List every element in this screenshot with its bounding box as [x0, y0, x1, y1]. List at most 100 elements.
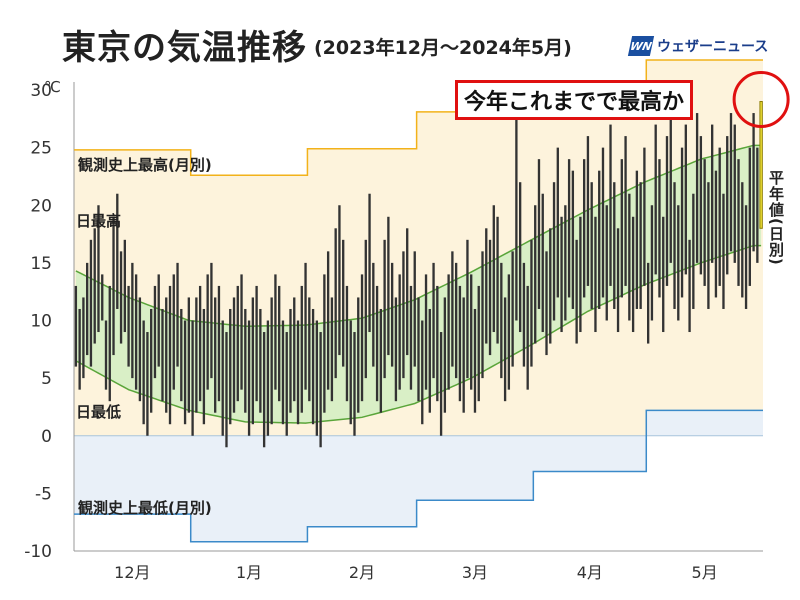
y-tick-label: 30 — [30, 81, 52, 101]
daily-bar — [417, 297, 420, 402]
daily-bar — [526, 285, 529, 390]
daily-bar — [394, 297, 398, 402]
daily-bar — [451, 251, 454, 367]
highlight-overlay — [732, 71, 790, 129]
daily-bar — [266, 320, 270, 436]
daily-bar — [590, 182, 593, 309]
daily-bar — [357, 297, 360, 413]
daily-bar — [195, 297, 198, 413]
daily-bar — [534, 205, 537, 344]
daily-bar — [123, 239, 126, 333]
brand-logo: WN ウェザーニュース — [627, 36, 769, 56]
annotation-daily-high: 日最高 — [76, 212, 122, 230]
daily-bar — [108, 285, 111, 402]
daily-bar — [78, 308, 81, 390]
callout-box: 今年これまでで最高か — [455, 80, 694, 120]
daily-bar — [198, 285, 202, 402]
daily-bar — [259, 308, 262, 413]
daily-bar — [695, 113, 699, 263]
annotation-record-high: 観測史上最高(月別) — [78, 156, 212, 174]
daily-bar — [97, 205, 100, 333]
daily-bar — [601, 147, 605, 298]
daily-bar — [229, 308, 232, 425]
daily-bar — [251, 297, 255, 425]
daily-bar — [176, 262, 179, 367]
daily-bar — [669, 113, 672, 263]
daily-bar — [165, 297, 168, 413]
daily-bar — [620, 159, 623, 298]
daily-bar — [270, 297, 273, 425]
normal-low-line — [75, 244, 762, 424]
daily-bar — [605, 205, 608, 321]
daily-bar — [658, 159, 661, 298]
daily-bar — [646, 262, 650, 344]
daily-bar — [616, 228, 620, 333]
daily-bar — [413, 251, 416, 367]
daily-bar — [718, 147, 721, 286]
y-tick-label: 20 — [30, 196, 52, 216]
daily-bar — [383, 239, 386, 379]
daily-bar — [579, 216, 582, 333]
daily-bar — [688, 239, 691, 333]
daily-bar — [247, 320, 251, 436]
daily-bar — [319, 332, 322, 448]
daily-bar — [142, 320, 145, 425]
daily-bar — [289, 308, 292, 413]
daily-bar — [481, 251, 484, 379]
daily-bar — [390, 262, 394, 367]
y-tick-label: -10 — [24, 542, 52, 562]
daily-bar — [436, 285, 439, 402]
daily-bar — [334, 228, 337, 379]
daily-bar — [741, 182, 744, 298]
daily-bar — [496, 216, 499, 344]
daily-bar — [138, 297, 142, 402]
daily-bar — [470, 274, 473, 390]
daily-bar — [692, 193, 695, 309]
axes — [73, 82, 763, 552]
daily-bar — [379, 308, 383, 413]
highlight-bar — [759, 101, 763, 229]
daily-bar — [545, 251, 548, 356]
daily-bar — [86, 262, 89, 356]
daily-bar — [315, 320, 319, 436]
daily-bar — [296, 320, 300, 425]
daily-bar — [722, 193, 725, 309]
daily-bar — [131, 262, 134, 379]
daily-bar — [127, 285, 130, 367]
daily-bar — [714, 170, 718, 298]
chart-subtitle: (2023年12月〜2024年5月) — [314, 37, 572, 59]
daily-bar — [564, 205, 567, 321]
month-label: 4月 — [577, 563, 603, 582]
y-tick-label: 0 — [41, 427, 52, 447]
daily-bar — [677, 205, 680, 321]
annotation-normal: 平年値(日別) — [767, 170, 785, 266]
daily-bar — [349, 320, 352, 425]
daily-bar — [530, 239, 533, 367]
month-label: 5月 — [692, 563, 718, 582]
daily-bar — [752, 113, 755, 252]
daily-bar — [443, 297, 447, 413]
daily-bar — [598, 170, 601, 309]
highlight-circle — [732, 71, 790, 129]
daily-bar — [82, 297, 85, 379]
daily-bar — [582, 159, 586, 298]
daily-bar — [360, 274, 364, 402]
daily-bar — [308, 297, 311, 402]
daily-bar — [575, 239, 578, 344]
daily-bar — [387, 216, 390, 356]
daily-bar — [345, 285, 349, 402]
daily-bar — [214, 297, 217, 413]
y-tick-label: 15 — [30, 254, 52, 274]
daily-bar — [594, 216, 597, 333]
daily-bar — [613, 182, 616, 309]
daily-bar — [631, 216, 635, 333]
normal-band-fill — [75, 145, 762, 424]
daily-bar — [756, 147, 759, 263]
chart-title: 東京の気温推移 — [62, 28, 307, 68]
daily-bar — [104, 320, 108, 390]
daily-bar — [326, 251, 330, 390]
daily-bar — [428, 308, 431, 413]
daily-bar — [112, 216, 115, 356]
brand-name: ウェザーニュース — [657, 39, 769, 55]
record-low-line — [74, 409, 763, 543]
